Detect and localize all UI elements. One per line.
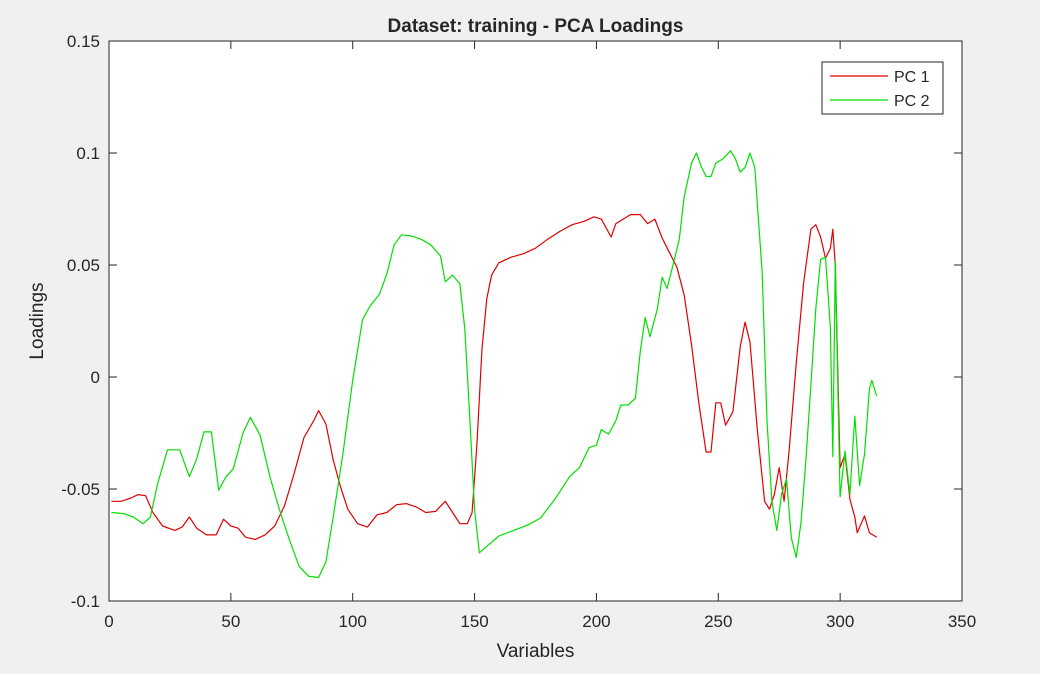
legend-label-pc1: PC 1 [894, 69, 930, 86]
x-axis-label: Variables [497, 641, 575, 662]
y-tick-label: -0.05 [61, 480, 100, 499]
x-tick-label: 50 [221, 612, 240, 631]
x-tick-label: 200 [582, 612, 610, 631]
chart-title: Dataset: training - PCA Loadings [388, 16, 684, 37]
y-tick-label: 0 [91, 368, 100, 387]
y-tick-label: 0.05 [67, 256, 100, 275]
series-line-pc1 [111, 214, 878, 541]
x-ticks: 0 50 100 150 200 250 300 350 [104, 41, 976, 631]
legend-label-pc2: PC 2 [894, 93, 930, 110]
legend-box [821, 61, 944, 115]
x-tick-label: 350 [948, 612, 976, 631]
legend: PC 1 PC 2 [821, 61, 944, 115]
y-tick-label: 0.1 [76, 144, 100, 163]
x-tick-label: 100 [339, 612, 367, 631]
y-axis-label: Loadings [27, 282, 48, 359]
y-ticks: -0.1 -0.05 0 0.05 0.1 0.15 [61, 32, 962, 611]
x-tick-label: 300 [826, 612, 854, 631]
y-tick-label: -0.1 [71, 592, 100, 611]
x-tick-label: 150 [460, 612, 488, 631]
y-tick-label: 0.15 [67, 32, 100, 51]
plot-area [109, 41, 962, 601]
x-tick-label: 250 [704, 612, 732, 631]
series-layer [111, 150, 878, 579]
axes-box [108, 40, 963, 602]
series-line-pc2 [111, 150, 878, 579]
x-tick-label: 0 [104, 612, 113, 631]
